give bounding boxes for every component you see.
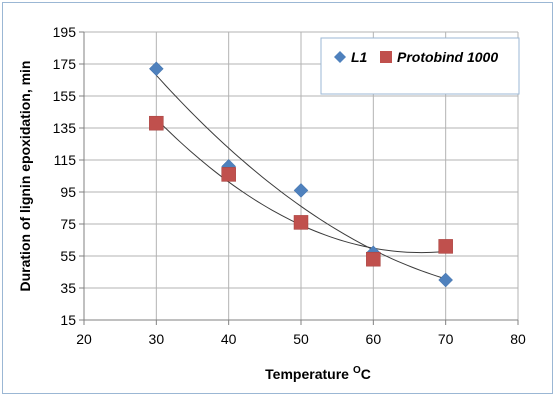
legend-box [320,37,520,95]
x-tick-label-80: 80 [510,331,526,347]
y-axis-label: Duration of lignin epoxidation, min [17,61,33,292]
y-tick-label-35: 35 [60,280,76,296]
x-tick-label-30: 30 [149,331,165,347]
x-tick-label-50: 50 [293,331,309,347]
data-point-series-2-4 [438,239,453,254]
trendline-series-1 [155,74,446,280]
data-point-series-1-0 [148,61,164,77]
x-axis-label-text: Temperature [265,366,349,382]
legend-marker-1 [334,51,346,63]
x-tick-label-20: 20 [76,331,92,347]
y-tick-label-175: 175 [53,56,77,72]
legend: L1 Protobind 1000 [320,37,520,95]
x-axis-label-suffix: C [361,366,371,382]
x-tick-label-70: 70 [438,331,454,347]
x-axis-label-superscript: O [353,365,361,376]
legend-marker-2 [380,51,392,63]
legend-label-2: Protobind 1000 [397,49,498,65]
y-tick-label-95: 95 [60,184,76,200]
x-tick-label-60: 60 [366,331,382,347]
y-tick-label-115: 115 [54,152,77,168]
y-tick-label-75: 75 [60,216,76,232]
y-tick-label-135: 135 [53,120,77,136]
data-point-series-2-1 [221,167,236,182]
axes [79,31,519,325]
data-point-series-1-4 [438,272,454,288]
data-point-series-2-0 [149,115,164,131]
legend-label-1: L1 [351,49,368,65]
y-tick-label-155: 155 [53,88,77,104]
tick-labels: 15 35 55 75 95 115 135 155 175 195 20 30 40 50 60 70 80 [53,24,526,347]
data-point-series-2-3 [366,251,381,267]
y-tick-label-15: 15 [60,312,76,328]
data-point-series-2-2 [293,215,309,230]
y-tick-label-55: 55 [60,248,76,264]
x-axis-label: Temperature OC [265,365,371,382]
data-marks [148,61,454,288]
data-point-series-1-2 [293,183,309,198]
x-tick-label-40: 40 [221,331,237,347]
y-tick-label-195: 195 [53,24,77,40]
